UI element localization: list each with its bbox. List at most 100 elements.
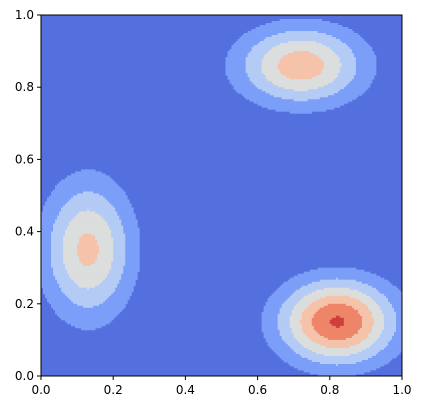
contour-band-level-2 <box>111 263 126 267</box>
contour-band-level-3 <box>369 309 383 313</box>
contour-band-level-1 <box>71 323 106 327</box>
contour-band-level-1 <box>93 305 126 309</box>
contour-band-level-2 <box>381 329 397 333</box>
contour-band-level-1 <box>99 193 126 196</box>
contour-band-level-2 <box>333 51 353 54</box>
contour-band-level-1 <box>47 199 70 202</box>
contour-band-level-1 <box>41 273 54 277</box>
contour-band-level-2 <box>279 331 293 335</box>
contour-band-level-1 <box>125 263 140 267</box>
contour-band-level-2 <box>323 85 347 88</box>
contour-band-level-1 <box>123 231 140 235</box>
contour-band-level-2 <box>339 69 357 72</box>
contour-band-level-1 <box>71 173 106 176</box>
contour-band-level-1 <box>267 343 289 347</box>
contour-band-level-1 <box>287 361 321 365</box>
contour-band-level-2 <box>339 67 357 70</box>
contour-band-level-2 <box>339 61 357 64</box>
contour-band-level-1 <box>119 215 136 218</box>
contour-band-level-2 <box>53 229 66 232</box>
contour-band-level-1 <box>41 219 56 222</box>
contour-band-level-4 <box>279 71 323 74</box>
contour-band-level-1 <box>355 69 377 72</box>
contour-band-level-2 <box>245 63 263 66</box>
contour-band-level-4 <box>79 237 96 241</box>
contour-band-level-1 <box>227 51 250 54</box>
contour-band-level-3 <box>291 313 303 317</box>
contour-band-level-1 <box>351 79 373 82</box>
contour-band-level-2 <box>299 353 325 357</box>
contour-band-level-2 <box>247 55 265 58</box>
contour-band-level-3 <box>349 295 371 299</box>
contour-band-level-2 <box>291 293 309 297</box>
contour-band-level-2 <box>285 31 319 34</box>
contour-band-level-4 <box>361 325 373 329</box>
contour-band-level-1 <box>289 277 337 281</box>
contour-band-level-2 <box>51 235 64 239</box>
contour-band-level-1 <box>41 277 56 281</box>
contour-band-level-2 <box>99 213 118 216</box>
contour-band-level-1 <box>239 37 267 40</box>
contour-band-level-1 <box>265 339 285 343</box>
contour-band-level-1 <box>261 325 279 329</box>
contour-band-level-3 <box>267 79 335 82</box>
contour-band-level-2 <box>51 263 66 267</box>
contour-band-level-2 <box>383 327 397 331</box>
contour-band-level-1 <box>395 313 402 317</box>
contour-band-level-2 <box>279 307 295 311</box>
contour-band-level-5 <box>311 317 333 321</box>
y-tick-label: 0.2 <box>15 297 34 311</box>
contour-band-level-1 <box>361 359 391 363</box>
contour-band-level-3 <box>291 311 303 315</box>
contour-band-level-3 <box>371 315 385 319</box>
contour-band-level-1 <box>307 99 353 102</box>
contour-band-level-3 <box>63 257 80 261</box>
contour-band-level-1 <box>375 287 399 291</box>
contour-band-level-2 <box>333 79 353 82</box>
contour-band-level-3 <box>63 245 78 249</box>
contour-band-level-2 <box>295 351 317 355</box>
contour-band-level-4 <box>351 335 369 339</box>
contour-band-level-3 <box>373 323 385 327</box>
contour-band-level-2 <box>107 275 122 279</box>
contour-band-level-1 <box>275 109 327 112</box>
contour-band-level-1 <box>123 229 140 232</box>
contour-band-level-1 <box>387 341 402 345</box>
contour-band-level-2 <box>69 297 108 301</box>
contour-band-level-1 <box>41 211 60 214</box>
contour-band-level-1 <box>383 293 402 297</box>
contour-band-level-2 <box>245 67 263 70</box>
contour-band-level-3 <box>309 51 335 54</box>
contour-band-level-2 <box>249 79 269 82</box>
contour-band-level-1 <box>281 357 309 361</box>
contour-band-level-2 <box>113 241 126 245</box>
contour-band-level-1 <box>269 295 291 299</box>
contour-band-level-1 <box>275 351 297 355</box>
contour-band-level-2 <box>377 303 393 307</box>
contour-band-level-2 <box>61 289 116 293</box>
contour-band-level-1 <box>353 55 377 58</box>
contour-band-level-1 <box>255 27 349 30</box>
contour-band-level-1 <box>41 269 54 273</box>
contour-band-level-1 <box>75 171 102 174</box>
contour-band-level-3 <box>261 65 279 68</box>
contour-band-level-3 <box>311 349 363 353</box>
contour-band-level-2 <box>281 335 295 339</box>
contour-band-level-2 <box>113 253 126 257</box>
contour-band-level-2 <box>109 269 124 273</box>
contour-band-level-1 <box>245 97 283 100</box>
contour-band-level-1 <box>125 245 140 249</box>
contour-band-level-2 <box>257 87 285 90</box>
contour-band-level-2 <box>251 47 273 50</box>
contour-band-level-2 <box>67 201 110 204</box>
contour-band-level-2 <box>301 355 373 359</box>
contour-band-level-2 <box>373 299 389 303</box>
contour-band-level-1 <box>361 281 391 285</box>
contour-band-level-1 <box>355 73 377 76</box>
contour-band-level-1 <box>335 37 363 40</box>
contour-band-level-1 <box>247 31 287 34</box>
contour-band-level-1 <box>225 65 246 68</box>
contour-band-level-4 <box>357 309 371 313</box>
contour-band-level-1 <box>395 327 402 331</box>
contour-band-level-1 <box>49 301 74 305</box>
